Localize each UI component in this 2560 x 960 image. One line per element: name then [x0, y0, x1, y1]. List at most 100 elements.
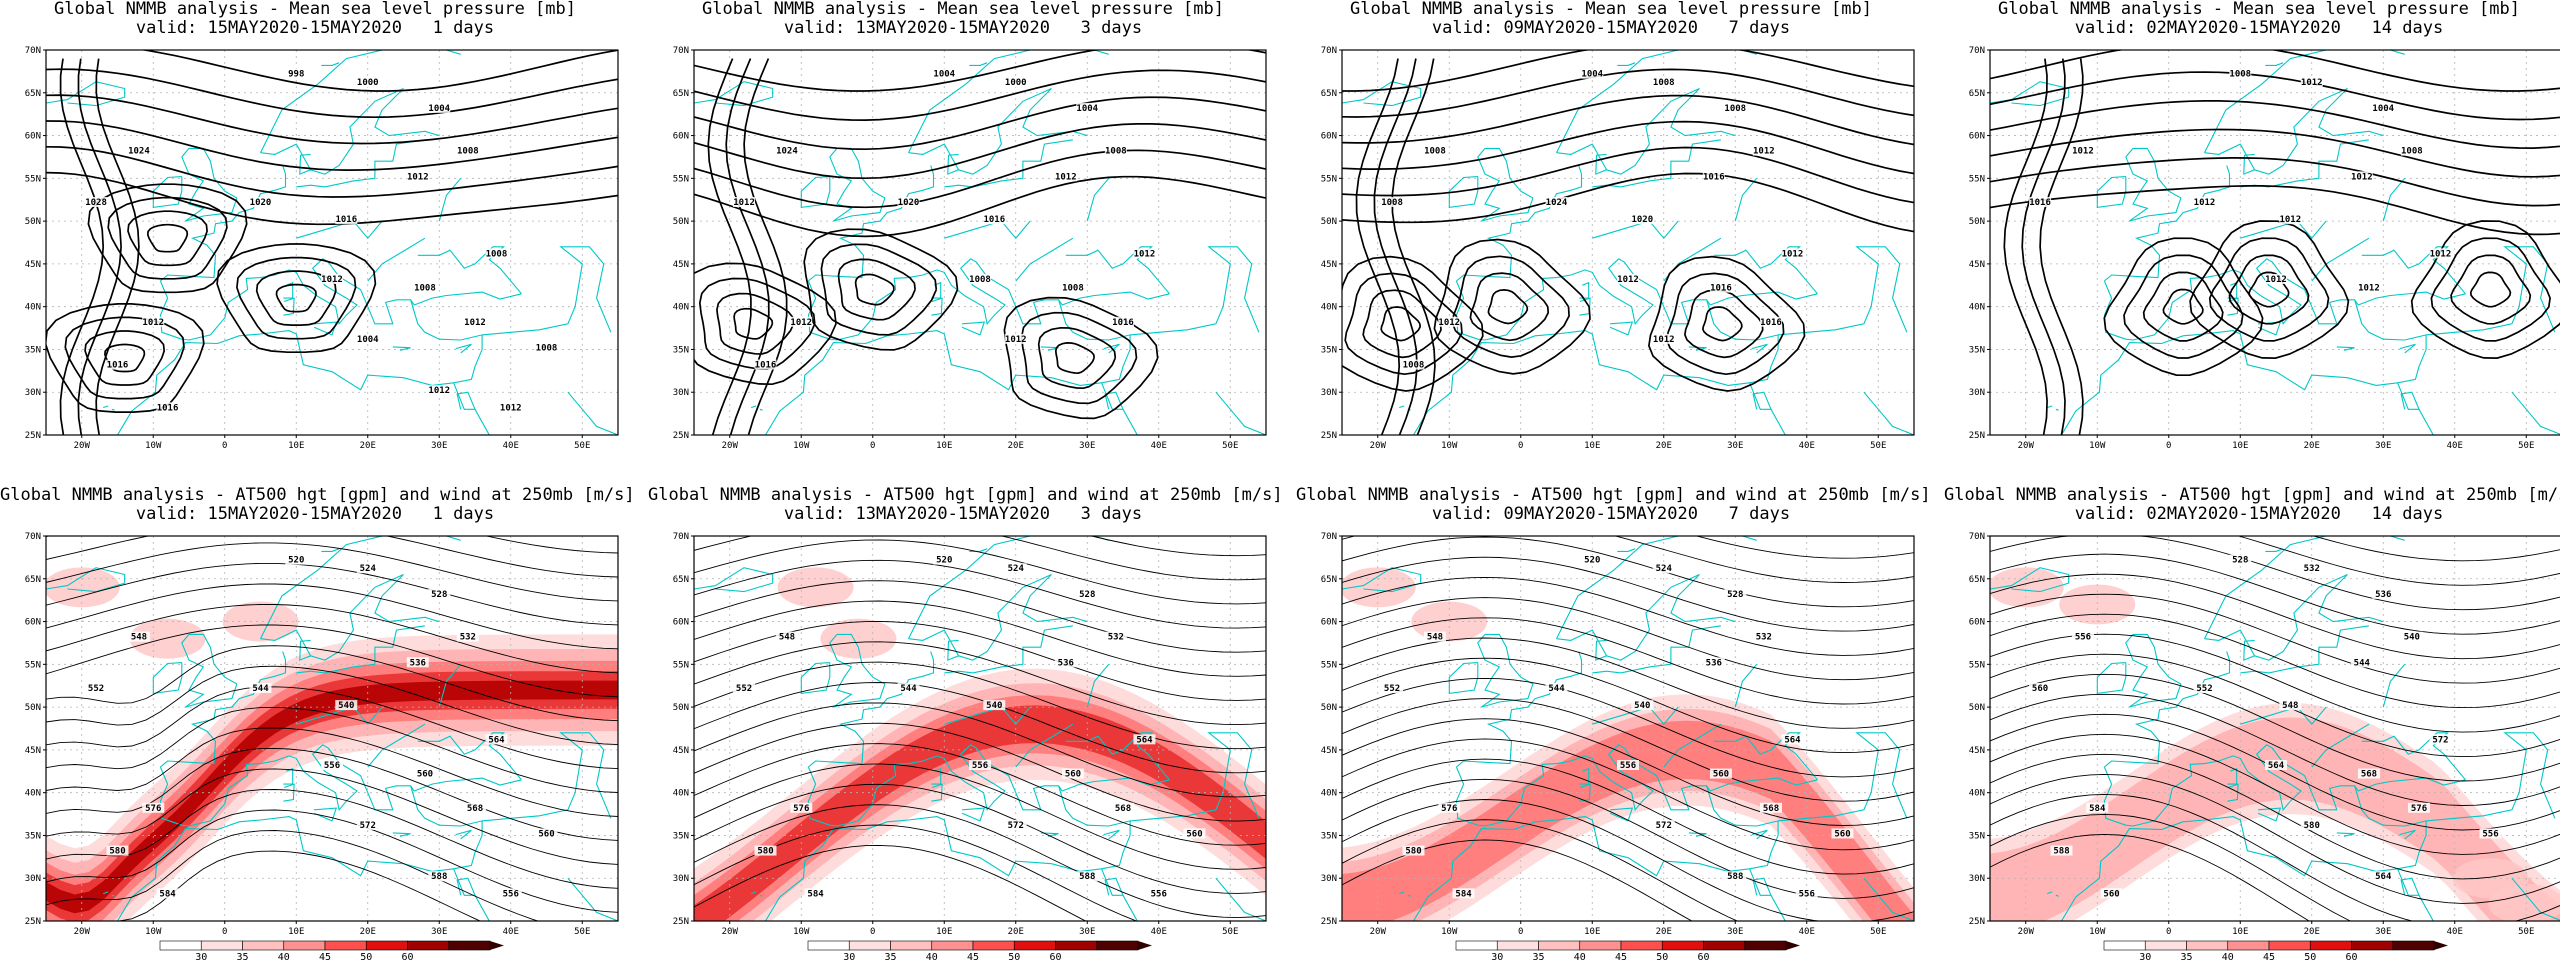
contour-label: 1008 [1381, 198, 1403, 208]
contour-label: 524 [1008, 564, 1025, 574]
geopotential-height-contour [1342, 576, 1914, 656]
isobar [1380, 306, 1421, 342]
coastline [1751, 829, 1768, 840]
isobar [1648, 255, 1806, 392]
panel-valid-period: valid: 02MAY2020-15MAY2020 14 days [2074, 18, 2444, 38]
geopotential-height-contour [2312, 536, 2560, 562]
contour-label: 1012 [142, 318, 164, 328]
contour-label: 1012 [464, 318, 486, 328]
contour-label: 536 [410, 658, 426, 668]
isobar [1342, 94, 1914, 146]
coastline [2426, 732, 2556, 822]
colorbar-tick-label: 40 [2222, 952, 2234, 960]
colorbar-segment [2186, 940, 2229, 951]
longitude-tick-label: 10E [2232, 441, 2248, 451]
colorbar-segment [890, 940, 933, 951]
geopotential-height-contour [46, 768, 618, 865]
colorbar-segment [1661, 940, 1704, 951]
longitude-tick-label: 20W [1370, 927, 1387, 937]
contour-label: 588 [431, 872, 447, 882]
longitude-tick-label: 20W [1370, 441, 1387, 451]
latitude-tick-label: 30N [673, 388, 689, 398]
colorbar-tick-label: 50 [2304, 952, 2316, 960]
coastline [765, 299, 1131, 435]
geopotential-height-contour [46, 706, 618, 793]
coastline [2104, 651, 2231, 768]
coastline [1040, 346, 1059, 351]
isobar [1342, 120, 1914, 175]
latitude-tick-label: 40N [25, 303, 41, 313]
panel-title: Global NMMB analysis - Mean sea level pr… [1350, 0, 1872, 19]
map-plot: 998 1000 1004 1008 1012 1016 1020 1024 1028 1012 1… [25, 46, 619, 451]
coastline [1609, 321, 1634, 336]
coastline [260, 50, 461, 153]
coastline [160, 165, 287, 282]
coastline [961, 321, 986, 336]
contour-label: 1008 [486, 249, 508, 259]
geopotential-height-contour [1990, 613, 2560, 709]
coastline [1556, 629, 1608, 661]
colorbar-segment [931, 940, 974, 951]
longitude-tick-label: 10W [1441, 927, 1458, 937]
geopotential-height-contour [1342, 617, 1914, 705]
isobar [1003, 296, 1159, 420]
contour-label: 568 [2361, 770, 2377, 780]
coastline [1122, 895, 1138, 921]
contour-label: 532 [1756, 633, 1772, 643]
colorbar-segment [972, 940, 1015, 951]
geopotential-height-contour [1695, 536, 1914, 559]
coastline [160, 651, 287, 768]
contour-label: 584 [159, 889, 176, 899]
contour-label: 1028 [85, 198, 107, 208]
geopotential-height-contour [1990, 793, 2560, 921]
geopotential-height-contour [694, 600, 1266, 677]
longitude-tick-label: 40E [1799, 927, 1815, 937]
coastline [1101, 382, 1124, 410]
contour-label: 560 [1834, 829, 1850, 839]
mslp-map-panel: Global NMMB analysis - Mean sea level pr… [1944, 0, 2560, 470]
coastline [455, 343, 472, 354]
map-frame [1341, 535, 1915, 922]
mslp-map-panel: Global NMMB analysis - Mean sea level pr… [0, 0, 630, 470]
isobar [837, 258, 916, 321]
colorbar-tick-label: 40 [926, 952, 938, 960]
latitude-tick-label: 65N [1321, 575, 1337, 585]
latitude-tick-label: 45N [673, 746, 689, 756]
contour-label: 568 [467, 804, 483, 814]
coastline [1556, 50, 1757, 153]
map-frame [45, 49, 619, 436]
contour-label: 1012 [1005, 335, 1027, 345]
contour-label: 1012 [1653, 335, 1675, 345]
coastline [159, 258, 522, 341]
map-frame [1989, 535, 2560, 922]
geopotential-height-contour [1990, 653, 2560, 758]
coastline [1455, 258, 1818, 341]
latitude-tick-label: 35N [25, 831, 41, 841]
coastline [759, 894, 763, 897]
longitude-tick-label: 20E [360, 927, 376, 937]
coastline [152, 662, 183, 695]
isobar [694, 149, 1266, 209]
latitude-tick-label: 65N [673, 89, 689, 99]
coastline [453, 868, 476, 896]
coastline [1448, 662, 1479, 695]
hgt500-wind-map-panel: Global NMMB analysis - AT500 hgt [gpm] a… [1296, 486, 1931, 960]
colorbar-segment [1013, 940, 1056, 951]
latitude-tick-label: 45N [673, 260, 689, 270]
coastline [1617, 62, 1636, 66]
contour-label: 532 [460, 633, 476, 643]
isobar [2162, 288, 2204, 325]
latitude-tick-label: 55N [673, 174, 689, 184]
geopotential-height-contour [46, 727, 618, 817]
coastline [2240, 625, 2369, 674]
coastline [482, 732, 612, 822]
latitude-tick-label: 40N [673, 789, 689, 799]
isobar [1355, 58, 1401, 435]
isobar [2123, 254, 2244, 359]
latitude-tick-label: 65N [1969, 89, 1985, 99]
contour-label: 520 [936, 556, 952, 566]
longitude-tick-label: 10E [2232, 927, 2248, 937]
coastline [1713, 732, 1818, 781]
contour-label: 1016 [107, 361, 129, 371]
contour-label: 1012 [733, 198, 755, 208]
